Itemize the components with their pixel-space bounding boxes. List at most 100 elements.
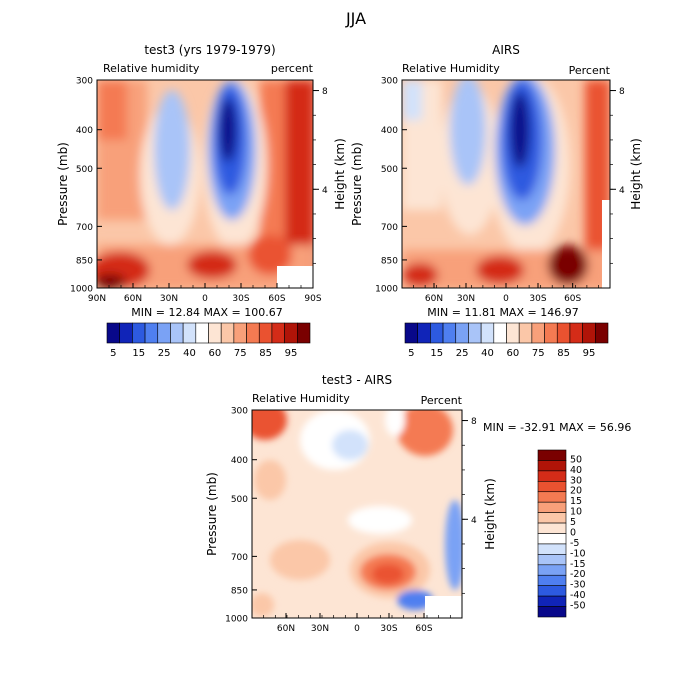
x-tick-label: 60N — [425, 294, 443, 304]
x-tick-label: 0 — [354, 624, 360, 634]
colorbar-label: 25 — [456, 348, 469, 359]
colorbar-label: 10 — [570, 507, 582, 518]
colorbar-swatch — [537, 554, 567, 566]
colorbar-swatch — [556, 322, 571, 344]
colorbar-swatch — [537, 585, 567, 597]
colorbar-label: 0 — [570, 527, 576, 538]
y-tick-label: 850 — [76, 256, 93, 266]
colorbar-swatch — [537, 574, 567, 586]
panel-title: test3 - AIRS — [322, 373, 392, 387]
right-tick-label: 4 — [619, 186, 625, 196]
colorbar-swatch — [170, 322, 184, 344]
colorbar-label: 60 — [208, 348, 221, 359]
variable-label: Relative Humidity — [402, 62, 500, 75]
y-tick-label: 850 — [231, 586, 248, 596]
colorbar-swatch — [537, 564, 567, 576]
y-tick-label: 500 — [381, 165, 398, 175]
colorbar-label: 15 — [132, 348, 145, 359]
colorbar-swatch — [144, 322, 159, 344]
y-tick-label: 400 — [381, 126, 398, 136]
colorbar-label: 95 — [583, 348, 596, 359]
colorbar-label: -50 — [570, 601, 586, 612]
colorbar-label: 40 — [183, 348, 196, 359]
panel-test3: test3 (yrs 1979-1979) Relative humidity … — [56, 43, 347, 359]
colorbar-label: 60 — [506, 348, 519, 359]
colorbar-label: 85 — [259, 348, 272, 359]
colorbar-swatch — [208, 322, 222, 344]
x-tick-label: 60N — [124, 294, 142, 304]
colorbar-label: 20 — [570, 486, 582, 497]
units-label: Percent — [421, 394, 463, 407]
colorbar-swatch — [537, 501, 567, 513]
right-tick-label: 8 — [322, 87, 328, 97]
colorbar-swatch — [404, 322, 418, 344]
x-ticks: 90N 60N 30N 0 30S 60S 90S — [88, 283, 322, 304]
colorbar-swatch — [582, 322, 596, 344]
y-tick-label: 500 — [231, 495, 248, 505]
y-ticks: 300 400 500 700 850 1000 — [70, 77, 102, 295]
colorbar-swatch — [537, 543, 567, 555]
y-tick-label: 400 — [76, 126, 93, 136]
colorbar-label: 75 — [234, 348, 247, 359]
panel-airs: AIRS Relative Humidity Percent — [350, 43, 643, 359]
colorbar-swatch — [537, 491, 567, 503]
y-tick-label: 400 — [231, 456, 248, 466]
variable-label: Relative humidity — [103, 62, 200, 75]
colorbar-label: 30 — [570, 475, 582, 486]
colorbar-swatch — [493, 322, 507, 344]
colorbar-swatch — [284, 322, 298, 344]
x-tick-label: 60S — [564, 294, 581, 304]
colorbar-swatch — [132, 322, 146, 344]
colorbar-label: 85 — [557, 348, 570, 359]
colorbar-label: 40 — [481, 348, 494, 359]
units-label: Percent — [569, 64, 611, 77]
right-tick-label: 8 — [619, 87, 625, 97]
y-ticks: 300 400 500 700 850 1000 — [375, 77, 407, 295]
y-tick-label: 300 — [381, 77, 398, 87]
right-ticks: 84 — [461, 410, 477, 618]
x-tick-label: 90S — [304, 294, 321, 304]
contour-field — [252, 410, 462, 618]
colorbar-swatch — [220, 322, 235, 344]
colorbar-swatch — [537, 470, 567, 482]
y-ticks: 300 400 500 700 850 1000 — [225, 407, 257, 625]
colorbar-swatch — [595, 322, 609, 344]
x-tick-label: 30S — [232, 294, 249, 304]
colorbar-swatch — [157, 322, 171, 344]
colorbar-swatch — [531, 322, 545, 344]
y-axis-title: Pressure (mb) — [56, 142, 70, 226]
colorbar-swatch — [417, 322, 431, 344]
y-axis-title: Pressure (mb) — [350, 142, 364, 226]
x-tick-label: 30N — [311, 624, 329, 634]
panel-title: test3 (yrs 1979-1979) — [144, 43, 275, 57]
right-ticks: 84 — [312, 80, 328, 288]
x-ticks: 60N 30N 0 30S 60S — [413, 283, 599, 304]
panel-title: AIRS — [492, 43, 520, 57]
figure-title: JJA — [345, 9, 366, 28]
y-tick-label: 300 — [76, 77, 93, 87]
colorbar-swatch — [537, 533, 567, 545]
y-tick-label: 1000 — [375, 285, 398, 295]
colorbar-label: 15 — [570, 496, 582, 507]
colorbar-swatch — [233, 322, 247, 344]
colorbar-swatch — [537, 606, 567, 618]
right-axis-title: Height (km) — [483, 478, 497, 549]
colorbar-swatch — [569, 322, 583, 344]
x-tick-label: 0 — [503, 294, 509, 304]
colorbar-swatch — [258, 322, 273, 344]
x-tick-label: 60N — [277, 624, 295, 634]
colorbar-swatch — [537, 481, 567, 493]
x-tick-label: 60S — [268, 294, 285, 304]
colorbar-swatch — [246, 322, 260, 344]
colorbar-label: -10 — [570, 548, 586, 559]
colorbar-swatch — [537, 595, 567, 607]
x-tick-label: 30N — [457, 294, 475, 304]
colorbar-swatch — [430, 322, 444, 344]
colorbar-swatch — [182, 322, 197, 344]
colorbar-label: 75 — [532, 348, 545, 359]
colorbar-swatch — [119, 322, 133, 344]
y-tick-label: 700 — [231, 553, 248, 563]
contour-field — [97, 80, 313, 288]
